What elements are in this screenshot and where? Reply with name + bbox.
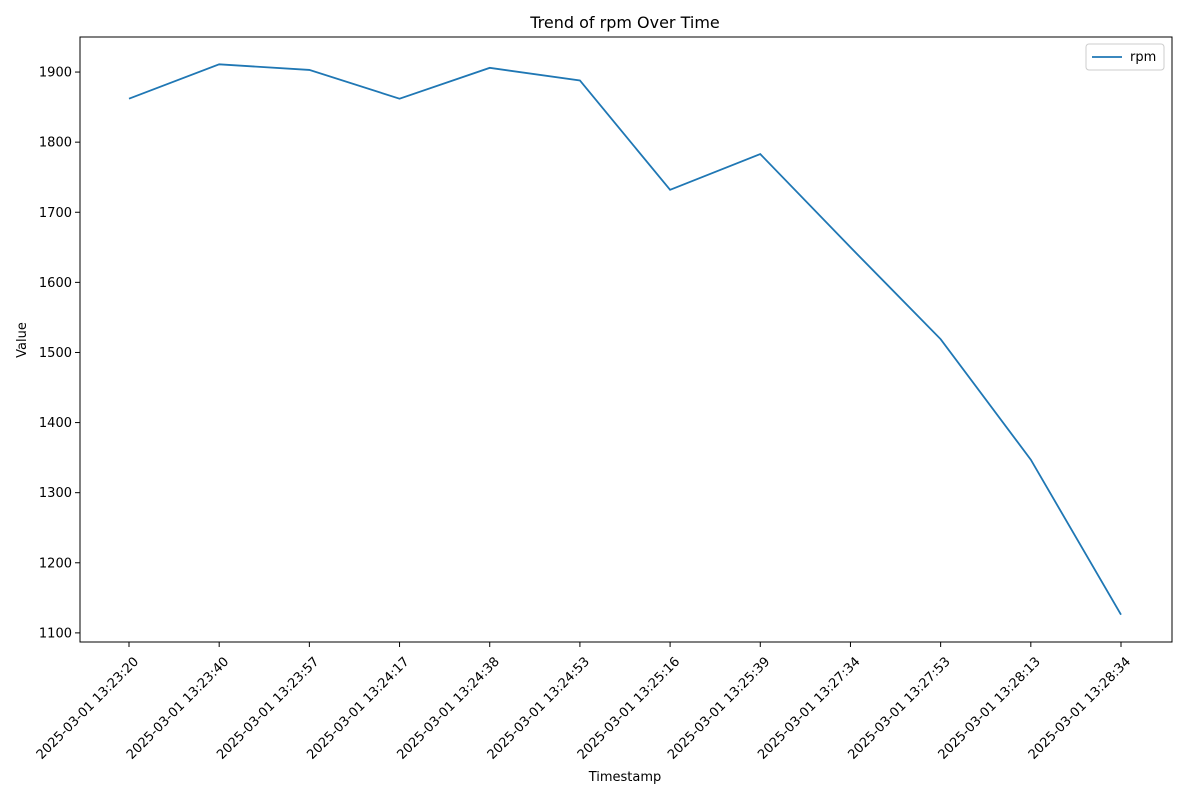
y-tick-label: 1900 xyxy=(39,66,72,81)
x-axis-label: Timestamp xyxy=(588,770,662,785)
x-tick-label: 2025-03-01 13:23:57 xyxy=(214,654,322,762)
y-tick-label: 1800 xyxy=(39,136,72,151)
legend-label-rpm: rpm xyxy=(1130,50,1156,65)
x-tick-label: 2025-03-01 13:23:40 xyxy=(124,654,232,762)
x-tick-label: 2025-03-01 13:25:39 xyxy=(665,654,773,762)
y-axis: 1100 1200 1300 1400 1500 1600 1700 1800 1900 xyxy=(39,66,80,641)
x-tick-label: 2025-03-01 13:28:13 xyxy=(936,654,1044,762)
y-tick-label: 1300 xyxy=(39,486,72,501)
y-tick-label: 1700 xyxy=(39,206,72,221)
legend: rpm xyxy=(1085,43,1165,71)
series-line-rpm xyxy=(128,63,1122,616)
chart-title: Trend of rpm Over Time xyxy=(529,13,720,32)
y-tick-label: 1500 xyxy=(39,346,72,361)
x-tick-label: 2025-03-01 13:24:38 xyxy=(395,654,503,762)
plot-area xyxy=(79,36,1173,643)
y-tick-label: 1400 xyxy=(39,416,72,431)
x-tick-label: 2025-03-01 13:24:17 xyxy=(304,654,412,762)
x-tick-label: 2025-03-01 13:25:16 xyxy=(575,654,683,762)
x-tick-label: 2025-03-01 13:23:20 xyxy=(34,654,142,762)
y-tick-label: 1200 xyxy=(39,556,72,571)
x-tick-label: 2025-03-01 13:24:53 xyxy=(485,654,593,762)
y-tick-label: 1600 xyxy=(39,276,72,291)
x-tick-label: 2025-03-01 13:27:34 xyxy=(755,654,863,762)
legend-box xyxy=(1085,43,1165,71)
x-tick-label: 2025-03-01 13:28:34 xyxy=(1026,654,1134,762)
y-tick-label: 1100 xyxy=(39,626,72,641)
y-axis-label: Value xyxy=(15,322,30,358)
x-tick-label: 2025-03-01 13:27:53 xyxy=(845,654,953,762)
